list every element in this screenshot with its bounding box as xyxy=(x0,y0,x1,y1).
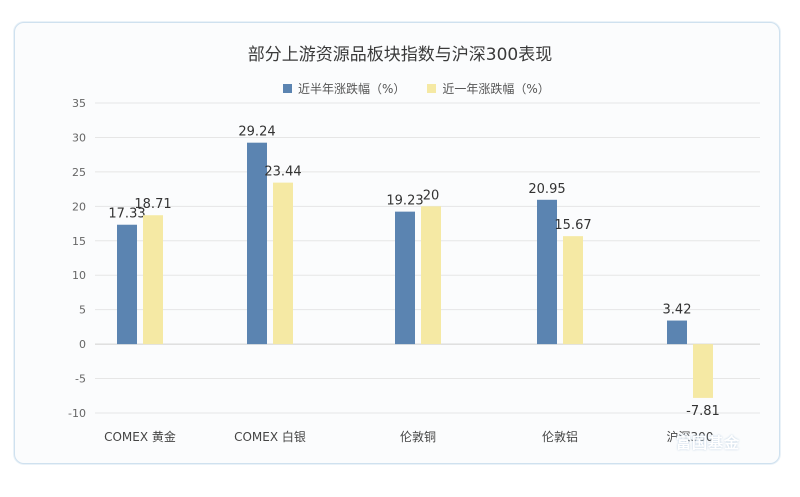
chart-title: 部分上游资源品板块指数与沪深300表现 xyxy=(247,45,553,65)
bar xyxy=(667,320,687,345)
data-label: 23.44 xyxy=(264,165,301,180)
y-tick-label: 20 xyxy=(72,200,86,213)
y-tick-label: 5 xyxy=(79,304,86,317)
chart-legend: 近半年涨跌幅（%） 近一年涨跌幅（%） xyxy=(283,80,550,97)
legend-swatch-one-year xyxy=(427,84,437,93)
data-label: 20 xyxy=(423,188,440,203)
x-tick-label: 沪深300 xyxy=(667,430,714,444)
bar xyxy=(563,236,583,345)
x-tick-label: 伦敦铝 xyxy=(542,429,578,444)
bar xyxy=(693,344,713,398)
watermark-logo: 富国基金 xyxy=(676,434,741,452)
bar xyxy=(395,211,415,345)
data-label: 18.71 xyxy=(134,197,171,212)
y-tick-label: 15 xyxy=(72,235,86,248)
data-label: 19.23 xyxy=(386,194,423,209)
bar xyxy=(143,215,163,345)
bar xyxy=(421,206,441,345)
data-label: 20.95 xyxy=(528,182,565,197)
bar xyxy=(537,199,557,345)
data-label: 17.33 xyxy=(108,207,145,222)
x-tick-label: COMEX 黄金 xyxy=(104,429,176,444)
data-label: 3.42 xyxy=(663,303,692,318)
legend-swatch-half-year xyxy=(283,84,292,93)
legend-item-half-year: 近半年涨跌幅（%） xyxy=(283,80,405,97)
x-tick-label: 伦敦铜 xyxy=(400,429,436,444)
y-tick-label: 35 xyxy=(72,97,86,110)
legend-label-one-year: 近一年涨跌幅（%） xyxy=(442,82,550,96)
bar xyxy=(117,224,137,345)
y-tick-label: 10 xyxy=(72,269,86,282)
legend-item-one-year: 近一年涨跌幅（%） xyxy=(427,80,550,97)
x-tick-label: COMEX 白银 xyxy=(234,429,306,444)
y-tick-label: -10 xyxy=(68,407,86,420)
legend-label-half-year: 近半年涨跌幅（%） xyxy=(298,82,406,96)
bar xyxy=(247,142,267,345)
y-tick-label: 30 xyxy=(72,131,86,144)
data-label: 29.24 xyxy=(238,125,275,140)
bar xyxy=(273,182,293,345)
y-tick-label: 0 xyxy=(79,338,86,351)
y-tick-label: 25 xyxy=(72,166,86,179)
data-label: -7.81 xyxy=(686,404,720,419)
data-label: 15.67 xyxy=(554,218,591,233)
y-tick-label: -5 xyxy=(75,373,86,386)
